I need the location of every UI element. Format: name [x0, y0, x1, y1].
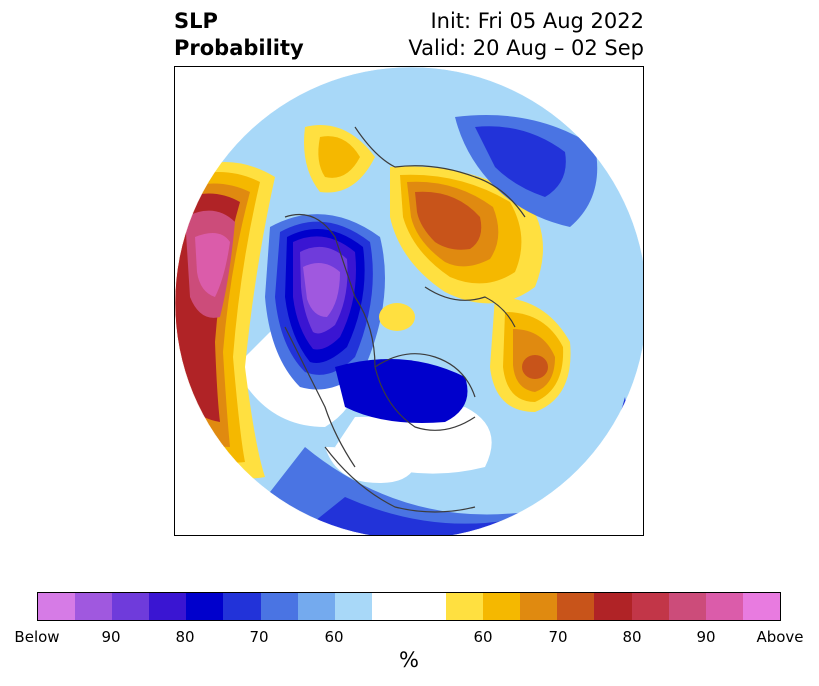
colorbar-swatch	[149, 593, 187, 620]
tick-label: 60	[473, 628, 493, 646]
map-title-left: SLP Probability	[174, 8, 304, 62]
map-canvas	[175, 67, 643, 535]
colorbar-swatch	[742, 593, 780, 620]
colorbar-swatch	[260, 593, 298, 620]
probability-field	[175, 67, 643, 535]
colorbar-swatch	[371, 593, 409, 620]
tick-label: 70	[249, 628, 269, 646]
colorbar-swatch	[223, 593, 261, 620]
tick-label: 80	[175, 628, 195, 646]
valid-range: Valid: 20 Aug – 02 Sep	[408, 36, 644, 60]
colorbar-swatch	[594, 593, 632, 620]
title-line-probability: Probability	[174, 36, 304, 60]
colorbar-swatch	[408, 593, 447, 620]
tick-label: 80	[622, 628, 642, 646]
init-date: Init: Fri 05 Aug 2022	[430, 9, 644, 33]
colorbar-swatch	[557, 593, 595, 620]
coastlines	[284, 126, 526, 513]
colorbar-swatch	[297, 593, 335, 620]
colorbar-swatch	[112, 593, 150, 620]
title-line-slp: SLP	[174, 9, 218, 33]
map-title-right: Init: Fri 05 Aug 2022 Valid: 20 Aug – 02…	[408, 8, 644, 62]
colorbar-swatch	[520, 593, 558, 620]
colorbar-swatch	[705, 593, 743, 620]
colorbar-swatch	[446, 593, 484, 620]
tick-label: 90	[101, 628, 121, 646]
colorbar-swatch	[75, 593, 113, 620]
colorbar-swatch	[631, 593, 669, 620]
tick-label: 70	[548, 628, 568, 646]
tick-label: Below	[14, 628, 60, 646]
colorbar-swatch	[334, 593, 372, 620]
tick-label: 60	[324, 628, 344, 646]
colorbar-swatch	[38, 593, 76, 620]
colorbar-swatch	[668, 593, 706, 620]
colorbar-unit: %	[399, 648, 419, 672]
colorbar-swatch	[186, 593, 224, 620]
tick-label: 90	[696, 628, 716, 646]
tick-label: Above	[756, 628, 804, 646]
colorbar-swatch	[483, 593, 521, 620]
probability-map	[174, 66, 644, 536]
colorbar	[37, 592, 781, 621]
